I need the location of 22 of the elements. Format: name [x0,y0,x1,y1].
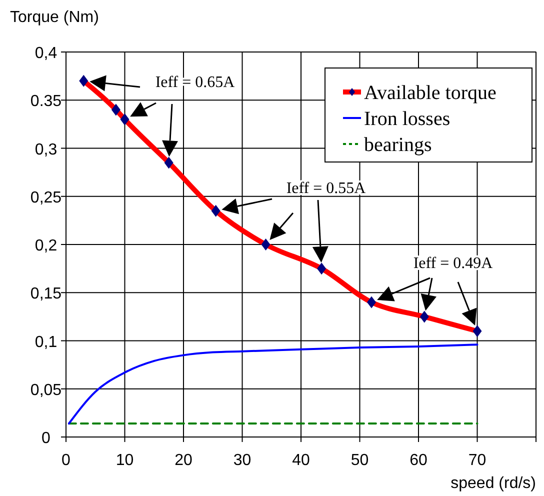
y-tick-label: 0,1 [34,334,58,351]
legend-label: bearings [364,134,432,156]
legend-label: Available torque [364,82,496,104]
legend-label: Iron losses [364,108,450,130]
x-tick-label: 40 [292,452,310,469]
y-tick-label: 0,25 [30,189,62,206]
y-axis-title: Torque (Nm) [10,9,99,26]
x-tick-label: 20 [174,452,192,469]
x-tick-label: 30 [233,452,252,469]
x-tick-label: 50 [350,452,369,469]
y-tick-label: 0,3 [34,141,58,158]
y-tick-label: 0,2 [34,238,58,254]
line-series [68,344,478,425]
y-tick-label: 0,05 [30,382,62,399]
x-axis-title: speed (rd/s) [450,475,536,492]
x-tick-label: 60 [410,452,428,469]
x-tick-label: 70 [468,452,486,469]
x-tick-label: 10 [116,452,134,469]
y-tick-label: 0,15 [30,286,62,303]
y-tick-label: 0 [42,430,51,447]
y-tick-label: 0,4 [34,45,58,62]
y-tick-label: 0.35 [30,93,62,110]
